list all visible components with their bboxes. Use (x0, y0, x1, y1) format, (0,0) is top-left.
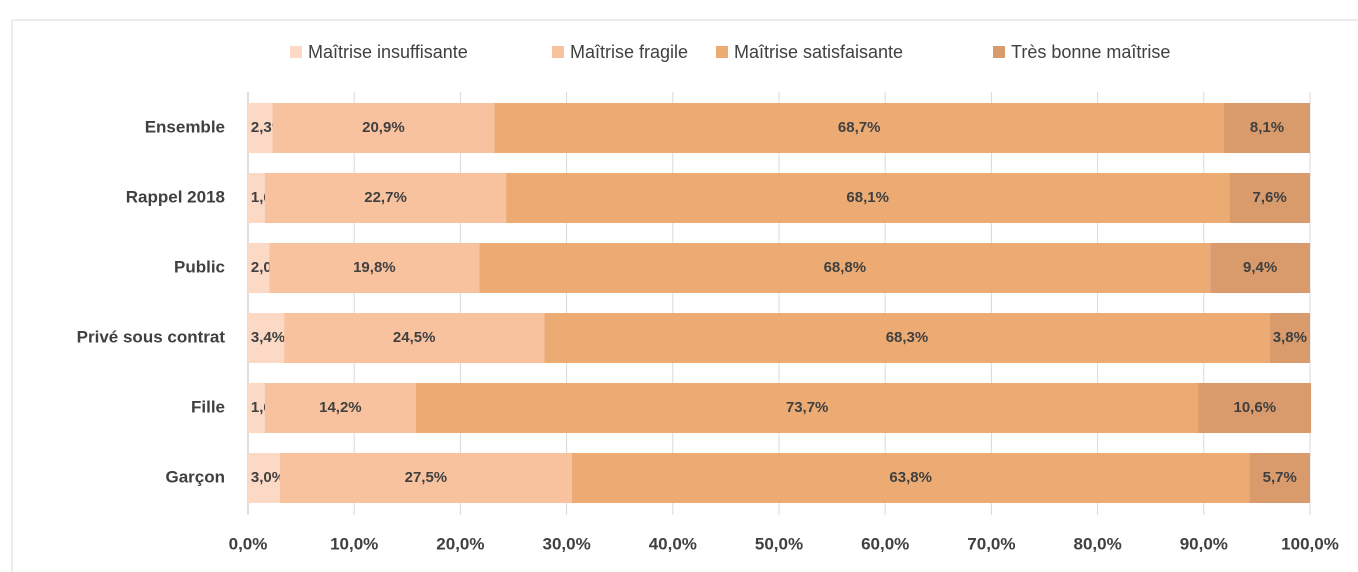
y-tick-label: Garçon (165, 467, 225, 486)
data-label: 68,7% (838, 119, 881, 136)
bar-segment (248, 313, 285, 363)
bar-segment (279, 453, 572, 503)
x-tick-label: 10,0% (330, 534, 378, 553)
data-label: 27,5% (405, 469, 448, 486)
bar-segment (1269, 313, 1310, 363)
bar-segment (272, 103, 495, 153)
legend-label: Maîtrise insuffisante (308, 42, 468, 62)
x-tick-label: 100,0% (1281, 534, 1339, 553)
data-label: 73,7% (786, 399, 829, 416)
bar-segment (1249, 453, 1310, 503)
legend-swatch (993, 46, 1005, 58)
x-tick-label: 30,0% (542, 534, 590, 553)
data-label: 19,8% (353, 259, 396, 276)
data-label: 63,8% (889, 469, 932, 486)
y-tick-label: Ensemble (145, 117, 225, 136)
data-label: 14,2% (319, 399, 362, 416)
legend-swatch (290, 46, 302, 58)
bar-segment (1229, 173, 1310, 223)
bar-segment (269, 243, 480, 293)
bar-segment (415, 383, 1199, 433)
data-label: 68,1% (846, 189, 889, 206)
x-tick-label: 20,0% (436, 534, 484, 553)
bar-segment (264, 173, 507, 223)
x-tick-label: 0,0% (229, 534, 268, 553)
bar-segment (264, 383, 416, 433)
data-label: 68,3% (886, 329, 929, 346)
bar-segment (248, 383, 265, 433)
data-label: 8,1% (1250, 119, 1284, 136)
legend-swatch (716, 46, 728, 58)
bar-segment (248, 243, 270, 293)
x-tick-label: 40,0% (649, 534, 697, 553)
x-tick-label: 50,0% (755, 534, 803, 553)
bar-segment (544, 313, 1270, 363)
y-tick-label: Fille (191, 397, 225, 416)
x-tick-label: 60,0% (861, 534, 909, 553)
legend-label: Très bonne maîtrise (1011, 42, 1170, 62)
legend-label: Maîtrise satisfaisante (734, 42, 903, 62)
bar-segment (284, 313, 545, 363)
data-label: 3,0% (251, 469, 285, 486)
bar-segment (494, 103, 1224, 153)
bar-segment (248, 173, 265, 223)
data-label: 22,7% (364, 189, 407, 206)
data-label: 5,7% (1263, 469, 1297, 486)
x-tick-label: 80,0% (1073, 534, 1121, 553)
x-tick-label: 70,0% (967, 534, 1015, 553)
bar-segment (248, 453, 280, 503)
data-label: 10,6% (1234, 399, 1277, 416)
bar-segment (571, 453, 1250, 503)
data-label: 20,9% (362, 119, 405, 136)
bar-segment (1210, 243, 1310, 293)
data-label: 24,5% (393, 329, 436, 346)
bar-segment (479, 243, 1211, 293)
y-tick-label: Privé sous contrat (77, 327, 226, 346)
bar-segment (1198, 383, 1312, 433)
data-label: 3,4% (251, 329, 285, 346)
bar-segment (248, 103, 273, 153)
y-tick-label: Rappel 2018 (126, 187, 225, 206)
data-label: 9,4% (1243, 259, 1277, 276)
data-label: 68,8% (824, 259, 867, 276)
x-tick-label: 90,0% (1180, 534, 1228, 553)
legend-label: Maîtrise fragile (570, 42, 688, 62)
bar-segment (1223, 103, 1310, 153)
data-label: 3,8% (1273, 329, 1307, 346)
y-tick-label: Public (174, 257, 225, 276)
data-label: 7,6% (1253, 189, 1287, 206)
bar-segment (506, 173, 1230, 223)
legend-swatch (552, 46, 564, 58)
